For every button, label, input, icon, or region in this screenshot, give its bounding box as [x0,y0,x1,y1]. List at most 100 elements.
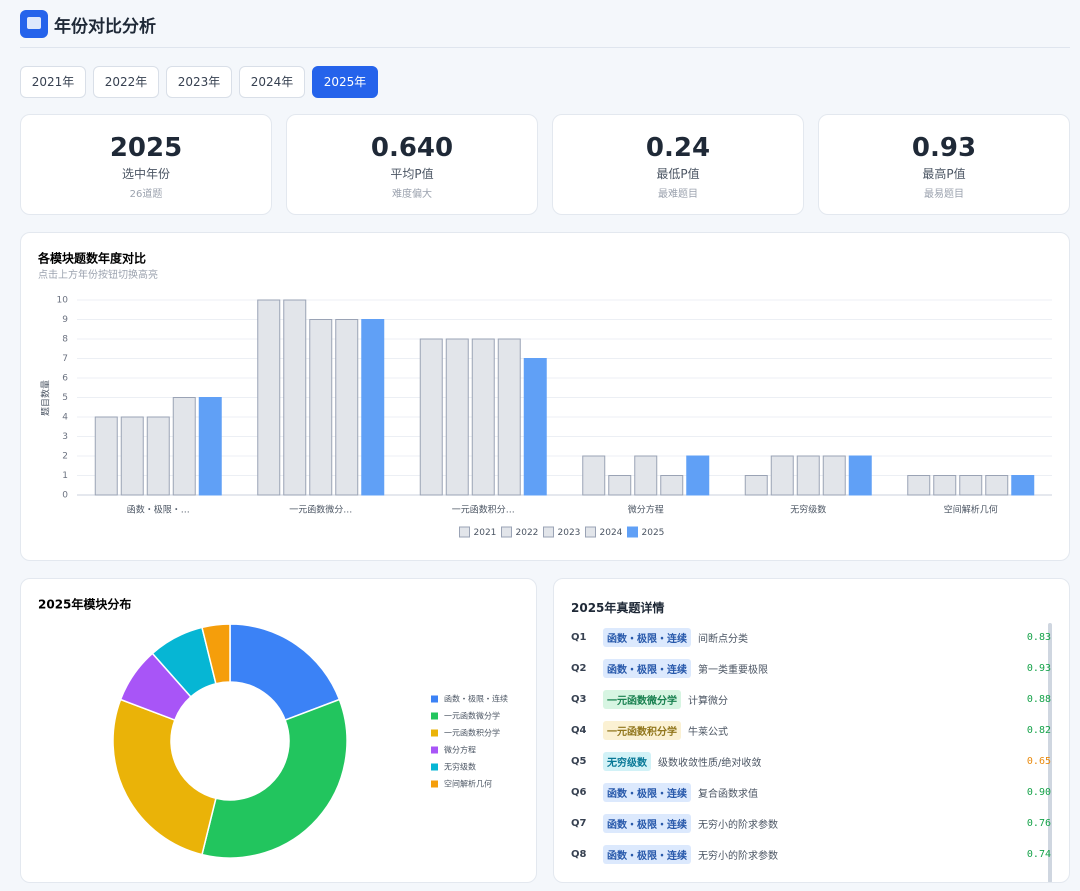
question-id: Q7 [571,817,587,829]
legend-swatch [431,780,438,788]
bar [634,455,658,496]
bar [172,397,196,496]
y-tick-label: 2 [62,452,68,462]
question-desc: 间断点分类 [698,633,748,645]
pie-slice [112,698,217,856]
stat-label: 最低P值 [656,167,700,181]
detail-row: Q5 无穷级数 级数收敛性质/绝对收敛 0.65 [571,751,1051,771]
legend-swatch [431,712,438,720]
year-button[interactable]: 2021年 [20,66,86,98]
stat-label: 最高P值 [922,167,966,181]
question-desc: 牛莱公式 [688,726,728,738]
question-id: Q6 [571,786,587,798]
y-tick-label: 10 [57,296,69,306]
p-value: 0.65 [1026,755,1051,767]
legend-swatch [431,763,438,771]
y-tick-label: 7 [62,354,68,364]
question-desc: 计算微分 [688,695,728,707]
bar [582,455,606,496]
y-tick-label: 6 [62,374,68,384]
bar [848,455,872,496]
x-tick-label: 微分方程 [628,504,664,516]
y-tick-label: 5 [62,393,68,403]
legend-label: 一元函数积分学 [444,728,500,738]
year-button[interactable]: 2025年 [312,66,378,98]
stat-label: 选中年份 [121,167,170,181]
page-title: 年份对比分析 [54,17,156,37]
legend-swatch [627,526,638,538]
y-tick-label: 9 [62,315,68,325]
bar [686,455,710,496]
question-desc: 复合函数求值 [698,788,758,800]
bar [309,319,333,496]
detail-row: Q2 函数・极限・连续 第一类重要极限 0.93 [571,658,1051,678]
question-id: Q8 [571,848,587,860]
question-id: Q2 [571,662,587,674]
legend-swatch [585,526,596,538]
stat-label: 平均P值 [390,167,434,181]
legend-label: 函数・极限・连续 [444,694,508,704]
module-tag: 函数・极限・连续 [603,658,691,678]
question-desc: 无穷小的阶求参数 [698,819,778,831]
question-desc: 级数收敛性质/绝对收敛 [658,757,762,769]
p-value: 0.93 [1026,662,1051,674]
stat-value: 0.24 [645,133,711,163]
x-tick-label: 函数・极限・… [127,504,190,516]
divider [20,47,1070,48]
module-tag: 一元函数积分学 [603,720,681,740]
legend-label: 2025 [642,528,665,538]
p-value: 0.76 [1026,817,1051,829]
stat-sub: 最易题目 [924,189,964,200]
p-value: 0.90 [1026,786,1051,798]
stat-card: 0.640 平均P值 难度偏大 [286,114,538,215]
bar [198,397,222,496]
pie-slice [201,623,231,685]
bar [419,338,443,496]
year-buttons: 2021年 2022年 2023年 2024年 2025年 [20,66,378,98]
year-button[interactable]: 2023年 [166,66,232,98]
p-value: 0.82 [1026,724,1051,736]
pie-slice [201,698,348,859]
p-value: 0.88 [1026,693,1051,705]
bar [959,475,983,496]
stat-sub: 最难题目 [658,189,698,200]
y-axis-label: 题目数量 [40,380,52,416]
stat-card: 0.24 最低P值最难题目 [552,114,804,215]
bar [471,338,495,496]
question-id: Q4 [571,724,587,736]
module-tag: 函数・极限・连续 [603,813,691,833]
y-tick-label: 8 [62,335,68,345]
bar [146,416,170,496]
detail-row: Q4 一元函数积分学 牛莱公式 0.82 [571,720,1051,740]
legend-swatch [501,526,512,538]
legend-swatch [431,695,438,703]
question-id: Q3 [571,693,587,705]
year-button[interactable]: 2022年 [93,66,159,98]
detail-row: Q7 函数・极限・连续 无穷小的阶求参数 0.76 [571,813,1051,833]
stat-value: 0.93 [911,133,977,163]
bar [120,416,144,496]
x-tick-label: 一元函数微分… [289,504,352,516]
bar [796,455,820,496]
bar [497,338,521,496]
legend-label: 2024 [600,528,623,538]
legend-label: 微分方程 [444,745,476,755]
details-title: 2025年真题详情 [571,601,665,615]
bar [822,455,846,496]
module-tag: 函数・极限・连续 [603,627,691,647]
scrollbar [1048,623,1052,882]
legend-label: 一元函数微分学 [444,711,500,721]
legend-label: 2023 [558,528,581,538]
y-tick-label: 1 [62,471,68,481]
detail-row: Q6 函数・极限・连续 复合函数求值 0.90 [571,782,1051,802]
legend-label: 无穷级数 [444,762,476,772]
stat-value: 0.640 [370,133,454,163]
bar [257,299,281,496]
year-button[interactable]: 2024年 [239,66,305,98]
y-tick-label: 4 [62,413,68,423]
stat-card: 0.93 最高P值最易题目 [818,114,1070,215]
stat-card: 2025 选中年份 26道题 [20,114,272,215]
p-value: 0.74 [1026,848,1051,860]
